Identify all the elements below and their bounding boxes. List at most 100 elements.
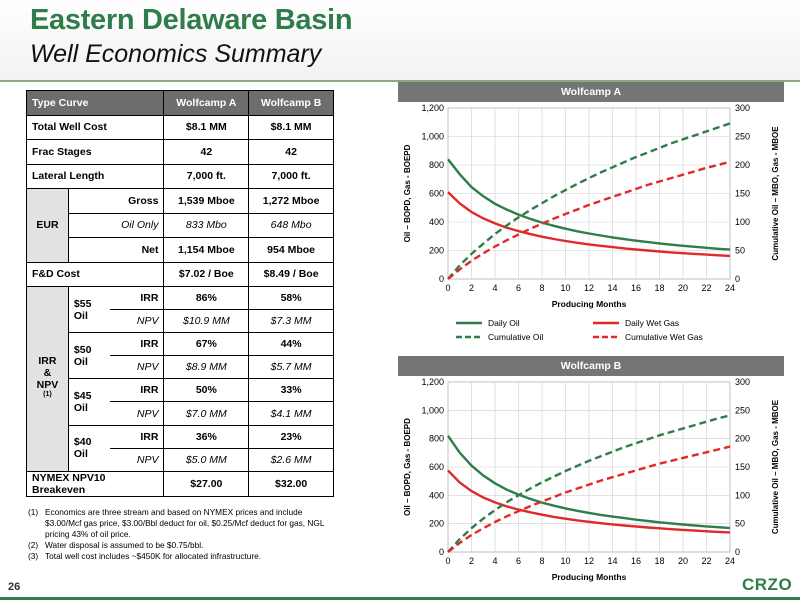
y2-tick-label: 150	[735, 462, 750, 472]
x-tick-label: 6	[516, 556, 521, 566]
scenario-oil-price: $40 Oil	[67, 424, 111, 472]
table-header-row: Type Curve Wolfcamp A Wolfcamp B	[25, 90, 334, 116]
series-line-daily-wet-gas	[447, 191, 731, 258]
y-tick-label: 0	[439, 274, 444, 284]
irr-b: 23%	[248, 424, 334, 449]
y2-tick-label: 250	[735, 405, 750, 415]
npv-b: $2.6 MM	[248, 447, 334, 472]
eur-gross-label: Gross	[67, 188, 165, 214]
y2-tick-label: 0	[735, 547, 740, 557]
lateral-a: 7,000 ft.	[163, 163, 250, 189]
y-tick-label: 1,000	[421, 132, 444, 142]
irr-npv-label: IRR & NPV (1)	[26, 286, 69, 472]
series-line-daily-oil	[447, 435, 731, 530]
irr-label: IRR	[110, 378, 165, 403]
npv-a: $8.9 MM	[163, 355, 250, 380]
table-row: $45 Oil IRR 50% 33%	[27, 378, 334, 426]
npv-a: $10.9 MM	[163, 309, 250, 334]
footnote: (2) Water disposal is assumed to be $0.7…	[28, 540, 204, 550]
frac-a: 42	[163, 139, 250, 165]
y2-tick-label: 100	[735, 490, 750, 500]
breakeven-b: $32.00	[248, 470, 334, 497]
table-row: NPV $7.0 MM $4.1 MM	[27, 401, 334, 426]
x-tick-label: 10	[560, 283, 570, 293]
company-logo: CRZO	[742, 575, 793, 594]
y-tick-label: 200	[429, 246, 444, 256]
npv-label: NPV	[110, 355, 165, 380]
y-tick-label: 1,200	[421, 103, 444, 113]
header-wolfcamp-b: Wolfcamp B	[248, 90, 334, 116]
npv-b: $7.3 MM	[248, 309, 334, 334]
x-tick-label: 2	[469, 283, 474, 293]
fd-label: F&D Cost	[25, 261, 165, 287]
y2-axis-label: Cumulative Oil – MBO, Gas - MBOE	[771, 399, 780, 534]
irr-a: 86%	[163, 285, 250, 311]
y2-tick-label: 300	[735, 103, 750, 113]
wolfcamp-b-chart: 0 2 4 6 8 10 12 14 16 18 20 22 2402004006008001,0001…	[403, 377, 780, 582]
npv-label: NPV	[110, 309, 165, 334]
table-row: Net 1,154 Mboe 954 Mboe	[27, 237, 334, 263]
footnote: (3) Total well cost includes ~$450K for …	[28, 551, 262, 561]
fd-a: $7.02 / Boe	[163, 261, 250, 287]
x-tick-label: 4	[492, 283, 497, 293]
x-tick-label: 22	[701, 283, 711, 293]
irr-a: 67%	[163, 332, 250, 357]
y-axis-label: Oil – BOPD, Gas - BOEPD	[403, 418, 412, 516]
eur-net-a: 1,154 Mboe	[163, 237, 250, 263]
x-tick-label: 24	[725, 556, 735, 566]
footnote: (1) Economics are three stream and based…	[28, 507, 325, 539]
economics-table: Type Curve Wolfcamp A Wolfcamp B Total W…	[25, 90, 334, 497]
legend-label: Daily Oil	[488, 318, 520, 328]
series-line-daily-wet-gas	[447, 469, 731, 534]
x-tick-label: 12	[584, 283, 594, 293]
table-row: Lateral Length 7,000 ft. 7,000 ft.	[25, 163, 334, 189]
scenario-oil-price: $45 Oil	[67, 378, 111, 426]
page-subtitle: Well Economics Summary	[30, 40, 322, 68]
header-type-curve: Type Curve	[25, 90, 165, 116]
x-tick-label: 16	[631, 283, 641, 293]
x-tick-label: 8	[539, 556, 544, 566]
x-tick-label: 18	[654, 283, 664, 293]
y2-tick-label: 0	[735, 274, 740, 284]
x-tick-label: 0	[445, 556, 450, 566]
y2-tick-label: 150	[735, 189, 750, 199]
y2-tick-label: 200	[735, 434, 750, 444]
npv-b: $5.7 MM	[248, 355, 334, 380]
series-line-cumulative-wet-gas	[447, 160, 731, 280]
total-cost-b: $8.1 MM	[248, 114, 334, 140]
series-line-cumulative-oil	[447, 122, 731, 280]
eur-net-label: Net	[67, 237, 165, 263]
npv-a: $5.0 MM	[163, 447, 250, 472]
table-row: Total Well Cost $8.1 MM $8.1 MM	[25, 114, 334, 140]
y2-axis-label: Cumulative Oil – MBO, Gas - MBOE	[771, 126, 780, 261]
irr-b: 33%	[248, 378, 334, 403]
x-tick-label: 0	[445, 283, 450, 293]
irr-label: IRR	[110, 332, 165, 357]
x-axis-label: Producing Months	[552, 572, 627, 582]
eur-net-b: 954 Mboe	[248, 237, 334, 263]
eur-oil-label: Oil Only	[67, 212, 165, 238]
table-row: F&D Cost $7.02 / Boe $8.49 / Boe	[25, 261, 334, 287]
y2-tick-label: 300	[735, 377, 750, 387]
y-tick-label: 400	[429, 217, 444, 227]
page-title: Eastern Delaware Basin	[30, 4, 353, 36]
npv-label: NPV	[110, 401, 165, 426]
table-row: NYMEX NPV10 Breakeven $27.00 $32.00	[25, 470, 334, 497]
eur-gross-b: 1,272 Mboe	[248, 188, 334, 214]
table-row: $40 Oil IRR 36% 23%	[27, 424, 334, 472]
x-tick-label: 20	[678, 556, 688, 566]
header-divider	[0, 80, 800, 82]
slide-header: Eastern Delaware Basin Well Economics Su…	[0, 0, 800, 80]
y-tick-label: 600	[429, 189, 444, 199]
y-tick-label: 800	[429, 160, 444, 170]
y-tick-label: 200	[429, 519, 444, 529]
x-tick-label: 22	[701, 556, 711, 566]
irr-label: IRR	[110, 424, 165, 449]
y-tick-label: 0	[439, 547, 444, 557]
table-row: NPV $5.0 MM $2.6 MM	[27, 447, 334, 472]
y-tick-label: 400	[429, 490, 444, 500]
eur-oil-b: 648 Mbo	[248, 212, 334, 238]
irr-b: 44%	[248, 332, 334, 357]
x-tick-label: 10	[560, 556, 570, 566]
table-row: $50 Oil IRR 67% 44%	[27, 332, 334, 380]
